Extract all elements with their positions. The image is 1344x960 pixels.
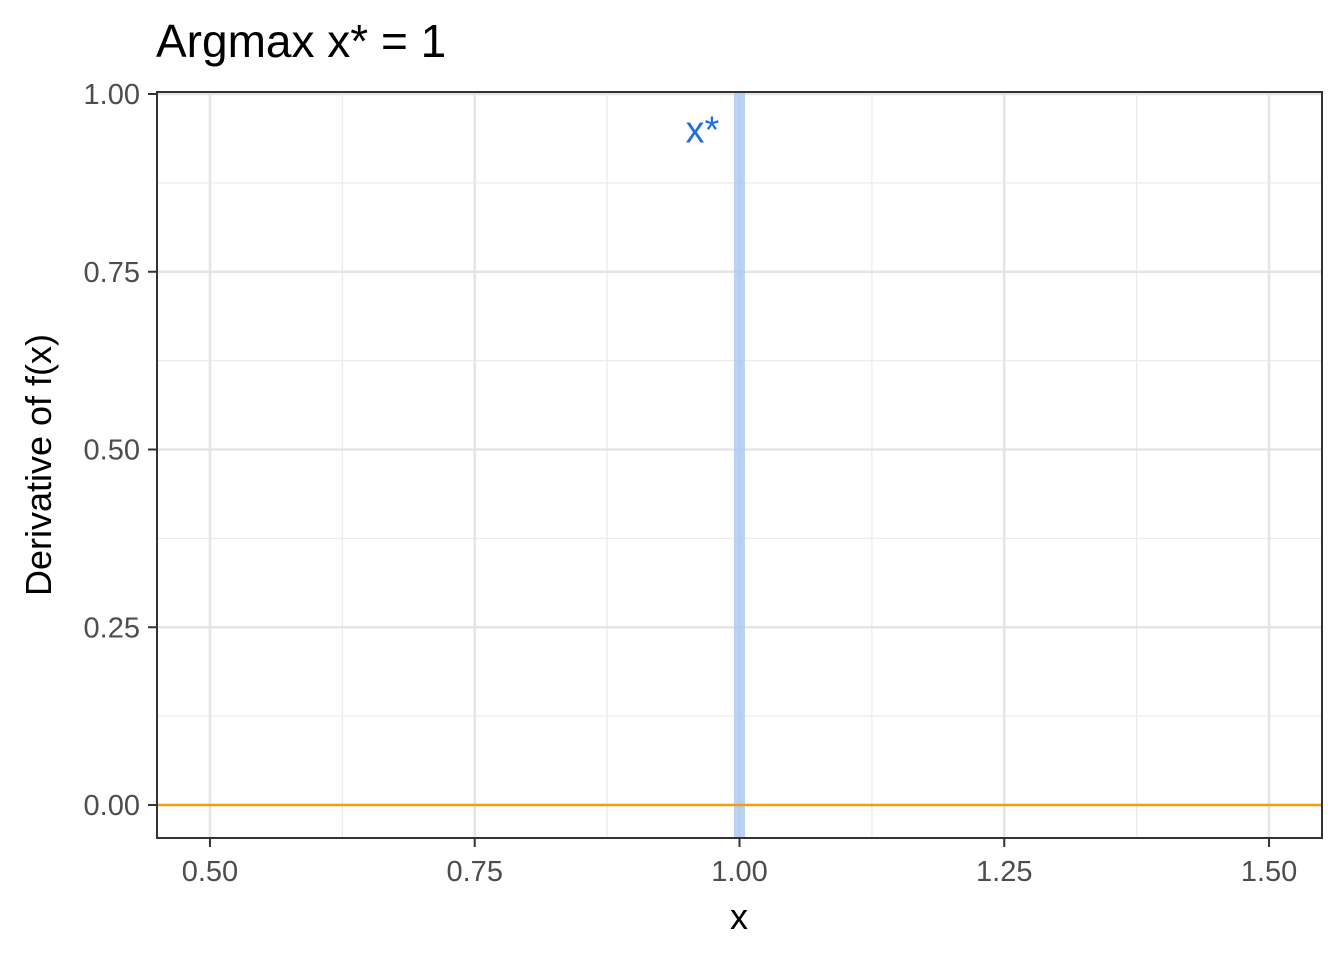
y-axis: 0.00 0.25 0.50 0.75 1.00: [84, 79, 157, 822]
x-tick-label: 1.25: [976, 856, 1032, 888]
y-tick-label: 1.00: [84, 79, 140, 111]
y-tick-label: 0.00: [84, 790, 140, 822]
x-axis: 0.50 0.75 1.00 1.25 1.50: [182, 838, 1297, 888]
y-tick-label: 0.75: [84, 257, 140, 289]
x-tick-label: 1.50: [1241, 856, 1297, 888]
y-tick-label: 0.25: [84, 612, 140, 644]
x-axis-title: x: [730, 896, 748, 937]
x-tick-label: 0.50: [182, 856, 238, 888]
x-tick-label: 0.75: [447, 856, 503, 888]
y-axis-title: Derivative of f(x): [18, 334, 59, 596]
y-tick-label: 0.50: [84, 435, 140, 467]
chart-title: Argmax x* = 1: [156, 15, 446, 67]
argmax-annotation: x*: [686, 110, 720, 152]
x-tick-label: 1.00: [711, 856, 767, 888]
plot-marks: x*: [157, 92, 1322, 838]
